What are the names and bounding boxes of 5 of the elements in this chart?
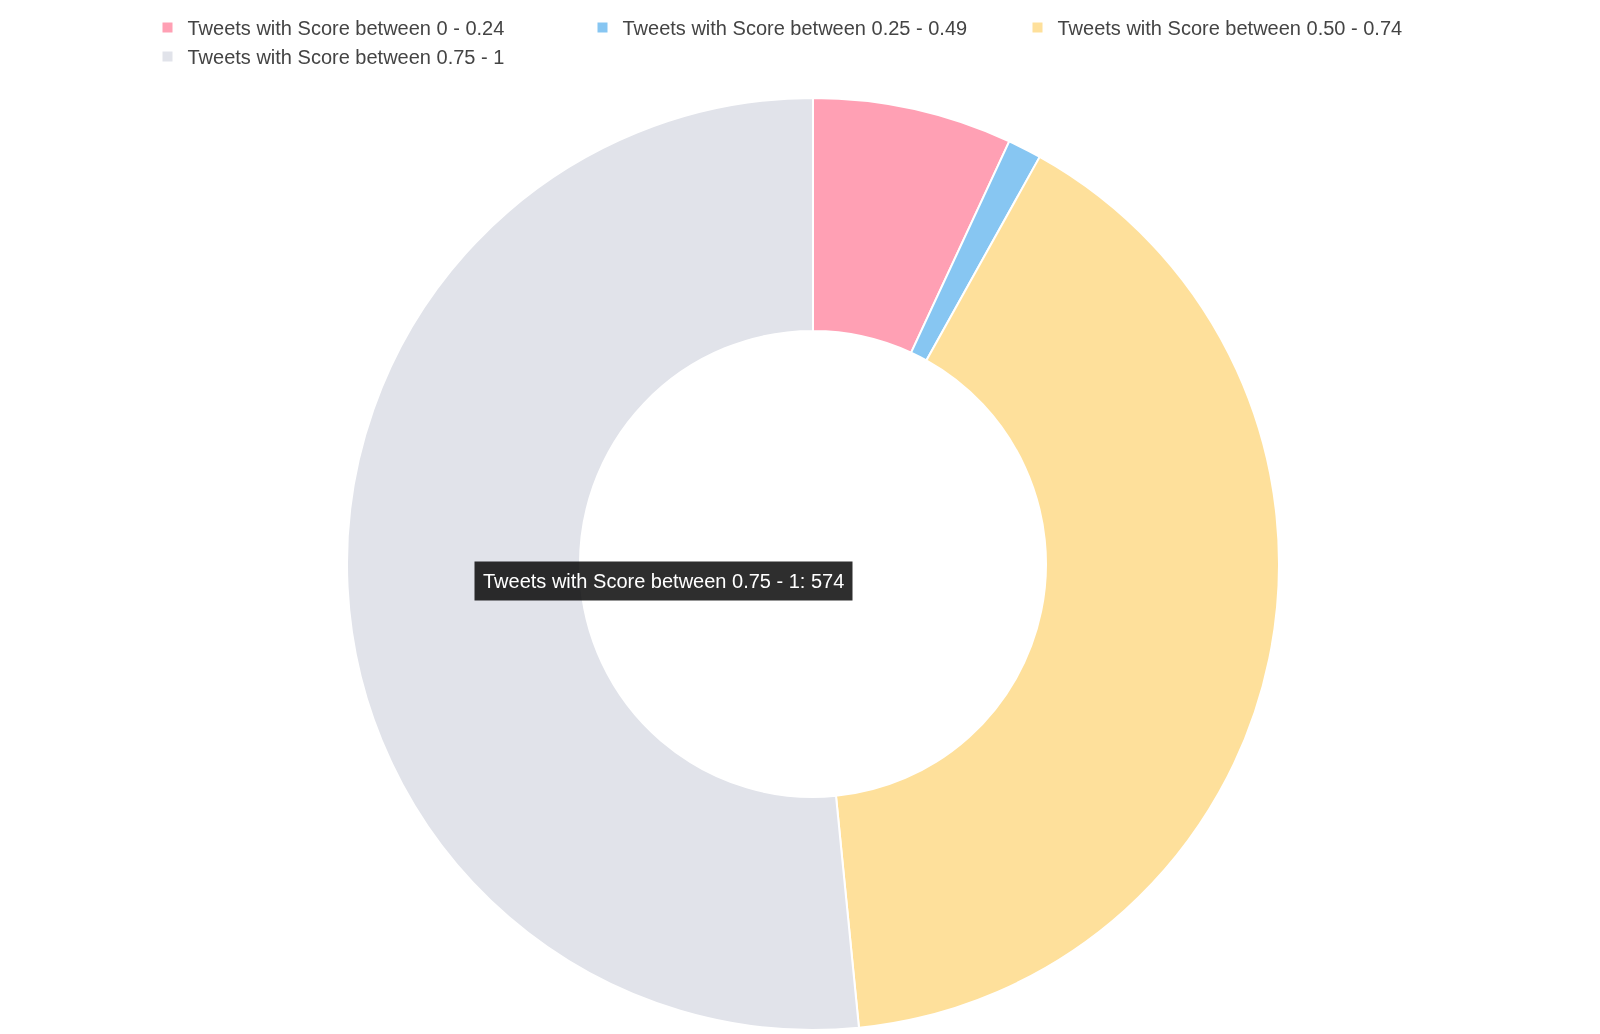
data-label: Tweets with Score between 0.75 - 1: 574 — [483, 570, 845, 592]
legend-label: Tweets with Score between 0 - 0.24 — [187, 17, 505, 40]
legend-label: Tweets with Score between 0.25 - 0.49 — [622, 17, 968, 40]
legend-label: Tweets with Score between 0.75 - 1 — [187, 46, 505, 69]
legend-label: Tweets with Score between 0.50 - 0.74 — [1057, 17, 1403, 40]
